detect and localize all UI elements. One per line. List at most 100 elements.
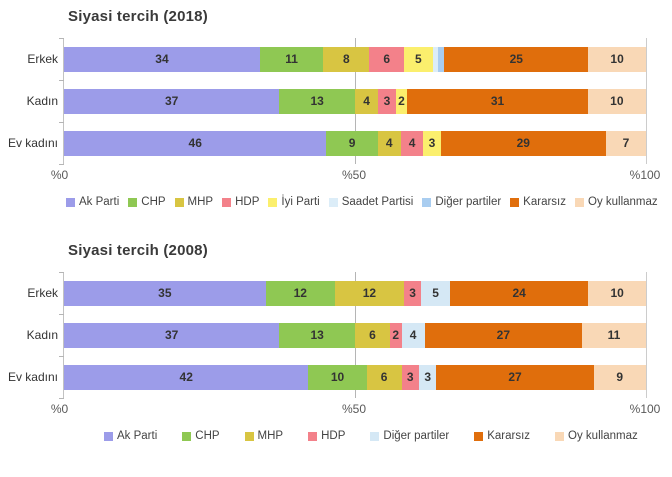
- x-tick-label: %100: [629, 402, 661, 416]
- x-tick-label: %0: [50, 402, 69, 416]
- legend-label: Kararsız: [487, 430, 531, 442]
- bar-segment-oy-kullanmaz: 11: [581, 322, 646, 348]
- bar-segment-mhp: 8: [323, 46, 370, 72]
- bar-segment-chp: 13: [279, 322, 355, 348]
- bar-segment-ak-parti: 37: [64, 322, 280, 348]
- bar-segment-hdp: 4: [400, 130, 424, 156]
- legend-label: İyi Parti: [281, 196, 320, 208]
- bar-segment-i̇yi-parti: 3: [423, 130, 441, 156]
- bar-segment-kararsız: 27: [436, 364, 594, 390]
- bar-segment-chp: 13: [279, 88, 355, 114]
- x-axis-2018: %0 %50 %100: [51, 166, 660, 184]
- bar-segment-ak-parti: 35: [64, 280, 266, 306]
- legend-item-ak-parti: Ak Parti: [66, 196, 119, 208]
- legend-item-diğer-partiler: Diğer partiler: [370, 430, 449, 442]
- legend-label: Ak Parti: [117, 430, 158, 442]
- bar-segment-chp: 9: [326, 130, 378, 156]
- stacked-bar: 37 13 6 2 4 27 11: [64, 322, 646, 348]
- axis-tick: [59, 164, 64, 165]
- stacked-bar: 37 13 4 3 2 31 10: [64, 88, 646, 114]
- bar-row-kadın: Kadın 37 13 6 2 4 27 11: [27, 314, 646, 356]
- bar-segment-ak-parti: 34: [64, 46, 260, 72]
- bar-row-kadın: Kadın 37 13 4 3 2 31 10: [27, 80, 646, 122]
- report-page: Siyasi tercih (2018) Erkek 34 11 8 6 5 25 10 Kad…: [7, 8, 672, 442]
- chart-title-2018: Siyasi tercih (2018): [68, 8, 208, 25]
- plot-area-2008: Erkek 35 12 12 3 5 24 10 Kadın 37 13 6 2 4 27 11 Ev kadı…: [8, 272, 647, 399]
- legend-label: Oy kullanmaz: [588, 196, 658, 208]
- chart-title-2008: Siyasi tercih (2008): [68, 242, 208, 259]
- legend-label: Diğer partiler: [435, 196, 502, 208]
- bar-segment-diğer-partiler: 3: [418, 364, 437, 390]
- legend-label: Saadet Partisi: [341, 196, 414, 208]
- legend-item-i̇yi-parti: İyi Parti: [268, 196, 320, 208]
- bar-segment-kararsız: 29: [440, 130, 607, 156]
- category-label: Ev kadını: [7, 136, 58, 150]
- bar-segment-i̇yi-parti: 5: [403, 46, 433, 72]
- x-tick-label: %0: [50, 168, 69, 182]
- bar-segment-kararsız: 31: [407, 88, 588, 114]
- legend-label: MHP: [257, 430, 284, 442]
- bar-segment-kararsız: 27: [424, 322, 582, 348]
- x-axis-2008: %0 %50 %100: [51, 400, 660, 418]
- bar-segment-hdp: 2: [389, 322, 402, 348]
- legend-label: Ak Parti: [79, 196, 120, 208]
- axis-tick: [59, 398, 64, 399]
- legend-item-chp: CHP: [182, 430, 220, 442]
- legend-label: CHP: [141, 196, 166, 208]
- axis-tick: [59, 38, 64, 39]
- bar-segment-kararsız: 25: [444, 46, 589, 72]
- stacked-bar: 42 10 6 3 3 27 9: [64, 364, 646, 390]
- bar-row-erkek: Erkek 34 11 8 6 5 25 10: [27, 38, 646, 80]
- legend-2018: Ak Parti CHP MHP HDP İyi Parti Saadet Partisi…: [66, 196, 672, 208]
- axis-tick: [59, 272, 64, 273]
- x-tick-label: %50: [341, 168, 367, 182]
- bar-segment-chp: 10: [308, 364, 367, 390]
- bar-segment-saadet-partisi: [432, 46, 439, 72]
- legend-swatch: [575, 197, 584, 207]
- legend-swatch: [182, 431, 192, 441]
- legend-swatch: [104, 431, 113, 441]
- stacked-bar: 35 12 12 3 5 24 10: [64, 280, 646, 306]
- legend-item-chp: CHP: [128, 196, 166, 208]
- bar-segment-hdp: 6: [369, 46, 404, 72]
- category-label: Erkek: [27, 286, 58, 300]
- legend-label: Oy kullanmaz: [568, 430, 638, 442]
- gridline-100: [646, 272, 647, 398]
- legend-2008: Ak Parti CHP MHP HDP Diğer partiler Kararsız O…: [104, 430, 672, 442]
- bar-segment-diğer-partiler: [438, 46, 445, 72]
- legend-label: Kararsız: [523, 196, 566, 208]
- legend-swatch: [422, 197, 432, 207]
- legend-label: HDP: [321, 430, 346, 442]
- gridline-100: [646, 38, 647, 164]
- stacked-bar: 46 9 4 4 3 29 7: [64, 130, 646, 156]
- legend-swatch: [474, 431, 484, 441]
- bar-segment-mhp: 6: [354, 322, 390, 348]
- bar-row-erkek: Erkek 35 12 12 3 5 24 10: [27, 272, 646, 314]
- bar-segment-ak-parti: 46: [64, 130, 327, 156]
- legend-item-mhp: MHP: [174, 196, 214, 208]
- bar-segment-oy-kullanmaz: 9: [593, 364, 646, 390]
- legend-item-hdp: HDP: [222, 196, 259, 208]
- category-label: Ev kadını: [7, 370, 58, 384]
- legend-item-oy-kullanmaz: Oy kullanmaz: [555, 430, 638, 442]
- bar-segment-oy-kullanmaz: 10: [588, 46, 646, 72]
- legend-item-saadet-partisi: Saadet Partisi: [328, 196, 414, 208]
- axis-tick: [59, 122, 64, 123]
- category-label: Erkek: [27, 52, 58, 66]
- legend-item-oy-kullanmaz: Oy kullanmaz: [575, 196, 658, 208]
- bar-row-ev-kadını: Ev kadını 42 10 6 3 3 27 9: [8, 356, 646, 398]
- bar-segment-hdp: 3: [403, 280, 422, 306]
- bar-segment-oy-kullanmaz: 7: [606, 130, 646, 156]
- legend-item-mhp: MHP: [244, 430, 284, 442]
- legend-swatch: [222, 197, 232, 207]
- legend-swatch: [174, 197, 184, 207]
- legend-item-diğer-partiler: Diğer partiler: [422, 196, 501, 208]
- legend-label: CHP: [195, 430, 220, 442]
- legend-swatch: [66, 197, 75, 207]
- bar-segment-chp: 11: [259, 46, 324, 72]
- bar-segment-diğer-partiler: 5: [421, 280, 451, 306]
- legend-item-kararsız: Kararsız: [474, 430, 530, 442]
- bar-segment-kararsız: 24: [450, 280, 589, 306]
- legend-label: MHP: [187, 196, 214, 208]
- stacked-bar: 34 11 8 6 5 25 10: [64, 46, 646, 72]
